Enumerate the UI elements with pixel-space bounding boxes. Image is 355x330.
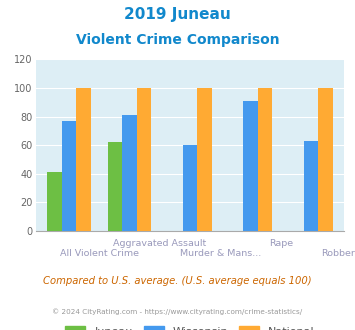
- Bar: [122, 115, 137, 231]
- Bar: [108, 142, 122, 231]
- Bar: [47, 172, 61, 231]
- Text: © 2024 CityRating.com - https://www.cityrating.com/crime-statistics/: © 2024 CityRating.com - https://www.city…: [53, 309, 302, 315]
- Bar: [318, 88, 333, 231]
- Bar: [76, 88, 91, 231]
- Bar: [183, 145, 197, 231]
- Bar: [258, 88, 272, 231]
- Bar: [304, 141, 318, 231]
- Text: 2019 Juneau: 2019 Juneau: [124, 7, 231, 21]
- Text: Rape: Rape: [269, 239, 293, 248]
- Legend: Juneau, Wisconsin, National: Juneau, Wisconsin, National: [65, 326, 315, 330]
- Text: Aggravated Assault: Aggravated Assault: [113, 239, 206, 248]
- Text: All Violent Crime: All Violent Crime: [60, 249, 138, 258]
- Bar: [61, 121, 76, 231]
- Bar: [137, 88, 151, 231]
- Text: Compared to U.S. average. (U.S. average equals 100): Compared to U.S. average. (U.S. average …: [43, 276, 312, 285]
- Bar: [197, 88, 212, 231]
- Text: Robbery: Robbery: [322, 249, 355, 258]
- Bar: [243, 101, 258, 231]
- Text: Murder & Mans...: Murder & Mans...: [180, 249, 261, 258]
- Text: Violent Crime Comparison: Violent Crime Comparison: [76, 33, 279, 47]
